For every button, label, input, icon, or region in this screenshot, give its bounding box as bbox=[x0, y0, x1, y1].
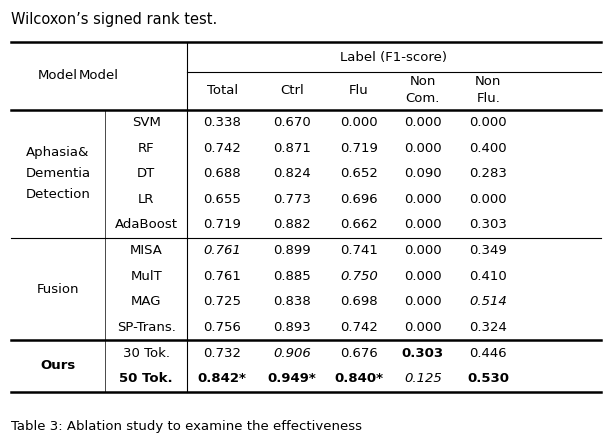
Text: 0.893: 0.893 bbox=[273, 321, 311, 334]
Text: 0.741: 0.741 bbox=[340, 244, 378, 257]
Text: Flu.: Flu. bbox=[476, 92, 500, 105]
Text: 0.742: 0.742 bbox=[340, 321, 378, 334]
Text: 0.824: 0.824 bbox=[273, 167, 311, 180]
Text: 0.662: 0.662 bbox=[340, 218, 378, 232]
Text: 0.000: 0.000 bbox=[469, 116, 507, 129]
Text: 0.670: 0.670 bbox=[273, 116, 311, 129]
Text: 0.756: 0.756 bbox=[203, 321, 241, 334]
Text: 0.530: 0.530 bbox=[467, 372, 510, 385]
Text: 0.885: 0.885 bbox=[273, 270, 311, 283]
Text: 0.338: 0.338 bbox=[203, 116, 241, 129]
Text: 0.742: 0.742 bbox=[203, 141, 241, 155]
Text: 0.906: 0.906 bbox=[273, 347, 311, 360]
Text: Table 3: Ablation study to examine the effectiveness: Table 3: Ablation study to examine the e… bbox=[11, 420, 362, 433]
Text: SP-Trans.: SP-Trans. bbox=[117, 321, 176, 334]
Text: 0.283: 0.283 bbox=[469, 167, 507, 180]
Text: 0.688: 0.688 bbox=[204, 167, 241, 180]
Text: 0.840*: 0.840* bbox=[334, 372, 384, 385]
Text: 0.324: 0.324 bbox=[469, 321, 507, 334]
Text: 0.842*: 0.842* bbox=[198, 372, 247, 385]
Text: 0.090: 0.090 bbox=[404, 167, 441, 180]
Text: 50 Tok.: 50 Tok. bbox=[119, 372, 173, 385]
Text: 0.696: 0.696 bbox=[340, 193, 378, 206]
Text: 30 Tok.: 30 Tok. bbox=[123, 347, 170, 360]
Text: Non: Non bbox=[410, 75, 436, 88]
Text: 0.000: 0.000 bbox=[340, 116, 378, 129]
Text: RF: RF bbox=[138, 141, 154, 155]
Text: 0.514: 0.514 bbox=[469, 295, 507, 309]
Text: 0.000: 0.000 bbox=[404, 193, 441, 206]
Text: 0.871: 0.871 bbox=[273, 141, 311, 155]
Text: LR: LR bbox=[138, 193, 154, 206]
Text: 0.773: 0.773 bbox=[273, 193, 311, 206]
Text: 0.719: 0.719 bbox=[340, 141, 378, 155]
Text: 0.761: 0.761 bbox=[203, 270, 241, 283]
Text: 0.000: 0.000 bbox=[404, 116, 441, 129]
Text: 0.000: 0.000 bbox=[469, 193, 507, 206]
Text: 0.882: 0.882 bbox=[273, 218, 311, 232]
Text: 0.000: 0.000 bbox=[404, 270, 441, 283]
Text: MulT: MulT bbox=[130, 270, 162, 283]
Text: SVM: SVM bbox=[132, 116, 161, 129]
Text: 0.698: 0.698 bbox=[340, 295, 378, 309]
Text: 0.410: 0.410 bbox=[469, 270, 507, 283]
Text: Model: Model bbox=[79, 69, 119, 82]
Text: 0.000: 0.000 bbox=[404, 141, 441, 155]
Text: 0.725: 0.725 bbox=[203, 295, 241, 309]
Text: 0.949*: 0.949* bbox=[268, 372, 317, 385]
Text: 0.125: 0.125 bbox=[404, 372, 442, 385]
Text: MISA: MISA bbox=[130, 244, 163, 257]
Text: 0.838: 0.838 bbox=[273, 295, 311, 309]
Text: 0.000: 0.000 bbox=[404, 295, 441, 309]
Text: 0.000: 0.000 bbox=[404, 244, 441, 257]
Text: Fusion: Fusion bbox=[37, 282, 79, 296]
Text: 0.000: 0.000 bbox=[404, 321, 441, 334]
Text: Com.: Com. bbox=[406, 92, 440, 105]
Text: 0.761: 0.761 bbox=[203, 244, 241, 257]
Text: 0.732: 0.732 bbox=[203, 347, 241, 360]
Text: 0.750: 0.750 bbox=[340, 270, 378, 283]
Text: 0.303: 0.303 bbox=[469, 218, 507, 232]
Text: 0.303: 0.303 bbox=[402, 347, 444, 360]
Text: 0.349: 0.349 bbox=[469, 244, 507, 257]
Text: Dementia: Dementia bbox=[26, 167, 91, 180]
Text: Flu: Flu bbox=[349, 84, 369, 97]
Text: 0.655: 0.655 bbox=[203, 193, 241, 206]
Text: Aphasia&: Aphasia& bbox=[26, 146, 90, 159]
Text: DT: DT bbox=[137, 167, 156, 180]
Text: Wilcoxon’s signed rank test.: Wilcoxon’s signed rank test. bbox=[11, 12, 217, 27]
Text: Model: Model bbox=[38, 69, 78, 82]
Text: Non: Non bbox=[475, 75, 502, 88]
Text: Ctrl: Ctrl bbox=[280, 84, 304, 97]
Text: 0.446: 0.446 bbox=[469, 347, 507, 360]
Text: 0.719: 0.719 bbox=[203, 218, 241, 232]
Text: 0.652: 0.652 bbox=[340, 167, 378, 180]
Text: 0.899: 0.899 bbox=[274, 244, 311, 257]
Text: Label (F1-score): Label (F1-score) bbox=[340, 50, 447, 64]
Text: 0.676: 0.676 bbox=[340, 347, 378, 360]
Text: 0.000: 0.000 bbox=[404, 218, 441, 232]
Text: Total: Total bbox=[207, 84, 238, 97]
Text: AdaBoost: AdaBoost bbox=[115, 218, 178, 232]
Text: MAG: MAG bbox=[131, 295, 162, 309]
Text: Ours: Ours bbox=[41, 359, 75, 373]
Text: Detection: Detection bbox=[26, 188, 91, 202]
Text: 0.400: 0.400 bbox=[469, 141, 507, 155]
